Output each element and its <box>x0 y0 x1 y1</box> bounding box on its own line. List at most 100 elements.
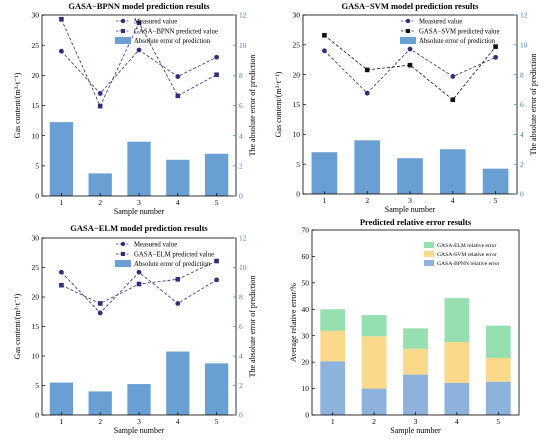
predicted-point <box>322 32 327 38</box>
legend-label: GASA-BPNN relative error <box>437 261 500 267</box>
left-tick-label: 30 <box>32 11 40 20</box>
legend-predicted-marker <box>121 252 125 256</box>
left-tick-label: 0 <box>296 190 300 199</box>
legend: Measured value GASA−BPNN predicted value A… <box>115 18 218 45</box>
right-tick-label: 4 <box>239 131 243 140</box>
error-bar <box>49 122 74 196</box>
right-tick-label: 0 <box>520 190 524 199</box>
right-tick-label: 2 <box>239 381 243 390</box>
left-tick-label: 15 <box>32 322 40 331</box>
y-tick-label: 40 <box>302 305 310 314</box>
stack-segment <box>403 348 428 375</box>
stack-segment <box>485 325 511 358</box>
error-bar <box>49 382 74 415</box>
left-tick-label: 10 <box>32 352 40 361</box>
error-bar <box>88 173 112 196</box>
error-bar <box>88 391 112 415</box>
measured-point <box>97 91 103 96</box>
left-tick-label: 25 <box>32 41 40 50</box>
panel-title: Predicted relative error results <box>360 217 472 227</box>
y-tick-label: 50 <box>302 278 310 287</box>
right-tick-label: 2 <box>239 161 243 170</box>
legend-error-swatch <box>115 260 131 267</box>
legend-label: GASA-SVM relative error <box>437 252 497 258</box>
y-tick-label: 0 <box>305 411 309 420</box>
y-axis-label-right: The absolute error of prediction <box>529 54 538 156</box>
panel-svm: GASA−SVM model prediction results0510152… <box>274 1 538 214</box>
measured-point <box>136 269 142 275</box>
y-axis-label-right: The absolute error of prediction <box>248 276 257 378</box>
x-tick-label: 4 <box>176 198 180 207</box>
legend-swatch <box>424 260 434 266</box>
stack-segment <box>444 382 470 415</box>
left-tick-label: 25 <box>293 40 301 49</box>
x-tick-label: 1 <box>60 198 64 207</box>
predicted-line <box>324 34 496 101</box>
stack-segment <box>485 357 511 382</box>
x-tick-label: 3 <box>414 417 418 426</box>
left-tick-label: 20 <box>32 71 40 80</box>
legend-measured-marker <box>120 241 126 247</box>
legend-measured-marker <box>405 18 411 24</box>
right-tick-label: 0 <box>239 192 243 201</box>
right-tick-label: 0 <box>239 411 243 420</box>
right-tick-label: 12 <box>239 234 247 243</box>
y-axis-label-right: The absolute error of prediction <box>248 55 257 157</box>
legend: Measured value GASA−ELM predicted value Ab… <box>115 241 214 268</box>
predicted-point <box>214 258 219 264</box>
legend-error-label: Absolute error of prediction <box>419 38 496 45</box>
panel-title: GASA−BPNN model prediction results <box>68 1 210 11</box>
y-tick-label: 30 <box>302 331 310 340</box>
left-tick-label: 30 <box>32 234 40 243</box>
y-axis-label-left: Gas content/(m³·t⁻¹) <box>13 72 22 138</box>
right-tick-label: 4 <box>520 130 524 139</box>
legend: GASA-ELM relative error GASA-SVM relative… <box>424 242 500 267</box>
predicted-point <box>364 67 370 73</box>
x-tick-label: 3 <box>408 196 412 205</box>
x-tick-label: 4 <box>176 417 180 426</box>
legend: Measured value GASA−SVM predicted value Ab… <box>400 18 499 45</box>
y-tick-label: 70 <box>302 226 310 235</box>
right-tick-label: 2 <box>520 160 524 169</box>
legend-label: GASA-ELM relative error <box>437 243 496 249</box>
x-axis-label: Sample number <box>114 207 165 216</box>
panel-title: GASA−ELM model prediction results <box>70 223 208 233</box>
stack-segment <box>361 315 387 337</box>
legend-error-swatch <box>400 37 416 44</box>
x-tick-label: 1 <box>60 417 64 426</box>
right-tick-label: 8 <box>239 293 243 302</box>
stack-segment <box>403 328 428 349</box>
left-tick-label: 5 <box>35 161 39 170</box>
measured-point <box>407 46 413 52</box>
legend-error-swatch <box>115 37 131 44</box>
measured-point <box>136 47 142 53</box>
predicted-point <box>136 281 142 287</box>
measured-point <box>364 90 370 96</box>
stack-segment <box>320 330 346 362</box>
measured-point <box>59 269 64 275</box>
left-tick-label: 0 <box>35 192 39 201</box>
predicted-point <box>175 277 181 282</box>
right-tick-label: 4 <box>239 352 243 361</box>
measured-point <box>322 48 327 54</box>
predicted-point <box>59 16 64 22</box>
legend-error-label: Absolute error of prediction <box>134 38 211 45</box>
x-tick-label: 4 <box>455 417 459 426</box>
y-tick-label: 20 <box>302 358 310 367</box>
y-axis-label-left: Gas content/(m³·t⁻¹) <box>274 71 283 137</box>
legend-measured-label: Measured value <box>134 18 177 25</box>
legend-swatch <box>424 242 434 248</box>
error-bar <box>166 159 190 196</box>
legend-measured-label: Measured value <box>134 241 177 248</box>
panel-bpnn: GASA−BPNN model prediction results051015… <box>13 1 257 216</box>
stack-segment <box>485 381 511 415</box>
x-tick-label: 1 <box>323 196 327 205</box>
panel-rel: Predicted relative error results 0 10 20 30 4… <box>289 217 520 435</box>
x-tick-label: 5 <box>215 198 219 207</box>
measured-point <box>493 54 498 60</box>
stack-segment <box>361 388 387 415</box>
left-tick-label: 30 <box>293 11 301 20</box>
error-bar <box>354 140 381 194</box>
stack-segment <box>320 361 346 415</box>
panel-title: GASA−SVM model prediction results <box>342 1 480 11</box>
